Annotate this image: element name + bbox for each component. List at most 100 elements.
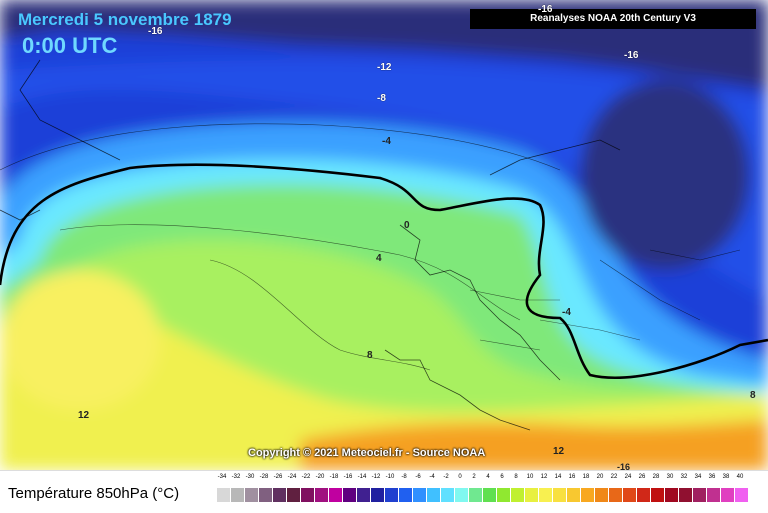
legend-tick-label: -18 bbox=[329, 474, 339, 480]
legend-tick-label: 32 bbox=[680, 474, 688, 480]
legend-swatch bbox=[511, 488, 525, 502]
legend-swatch bbox=[343, 488, 357, 502]
legend-tick-label: 18 bbox=[582, 474, 590, 480]
isotherm-label: -4 bbox=[562, 307, 571, 318]
legend-swatch bbox=[259, 488, 273, 502]
legend-tick-label: -16 bbox=[343, 474, 353, 480]
legend-swatch bbox=[679, 488, 693, 502]
legend-swatch bbox=[609, 488, 623, 502]
legend-tick-label: -4 bbox=[429, 474, 435, 480]
legend-tick-label: 24 bbox=[624, 474, 632, 480]
legend-swatch bbox=[455, 488, 469, 502]
isotherm-label: -4 bbox=[382, 136, 391, 147]
legend-swatch bbox=[357, 488, 371, 502]
orange-region bbox=[300, 420, 768, 470]
data-source-label: Reanalyses NOAA 20th Century V3 bbox=[470, 9, 756, 29]
legend-tick-label: -34 bbox=[217, 474, 227, 480]
legend-tick-label: -30 bbox=[245, 474, 255, 480]
isotherm-label: -16 bbox=[538, 4, 553, 15]
legend-tick-label: -32 bbox=[231, 474, 241, 480]
legend-tick-label: 26 bbox=[638, 474, 646, 480]
legend-tick-label: 8 bbox=[514, 474, 518, 480]
legend-swatch bbox=[329, 488, 343, 502]
isotherm-8 bbox=[209, 259, 431, 371]
isotherm-label: 12 bbox=[553, 446, 565, 457]
legend-swatch bbox=[637, 488, 651, 502]
legend-tick-label: 28 bbox=[652, 474, 660, 480]
legend-swatch bbox=[707, 488, 721, 502]
isotherm-minus-4 bbox=[0, 123, 561, 171]
legend-tick-label: 20 bbox=[596, 474, 604, 480]
legend-tick-label: 40 bbox=[736, 474, 744, 480]
legend-tick-label: -24 bbox=[287, 474, 297, 480]
legend-tick-label: -6 bbox=[415, 474, 421, 480]
legend-swatch bbox=[693, 488, 707, 502]
legend-tick-label: -22 bbox=[301, 474, 311, 480]
legend-tick-label: -8 bbox=[401, 474, 407, 480]
legend-swatch bbox=[287, 488, 301, 502]
isotherm-label: -8 bbox=[377, 93, 386, 104]
legend-swatch bbox=[217, 488, 231, 502]
legend-tick-label: 22 bbox=[610, 474, 618, 480]
legend-swatch bbox=[371, 488, 385, 502]
isotherm-label: 12 bbox=[78, 410, 90, 421]
legend-swatch bbox=[595, 488, 609, 502]
legend-swatch bbox=[385, 488, 399, 502]
legend-swatch bbox=[441, 488, 455, 502]
legend-tick-label: -26 bbox=[273, 474, 283, 480]
map-title: Mercredi 5 novembre 1879 bbox=[18, 10, 232, 29]
legend-tick-label: 12 bbox=[540, 474, 548, 480]
legend-tick-label: 10 bbox=[526, 474, 534, 480]
legend-swatch bbox=[399, 488, 413, 502]
cold-band bbox=[0, 60, 768, 300]
legend-scale bbox=[217, 488, 749, 502]
legend-swatch bbox=[721, 488, 735, 502]
isotherm-label: -16 bbox=[148, 26, 163, 37]
legend-swatch bbox=[315, 488, 329, 502]
isotherm-label: 4 bbox=[376, 253, 382, 264]
legend-tick-label: -20 bbox=[315, 474, 325, 480]
isotherm-label: -16 bbox=[624, 50, 639, 61]
legend-swatch bbox=[483, 488, 497, 502]
legend-swatch bbox=[539, 488, 553, 502]
isotherm-label: -12 bbox=[377, 62, 392, 73]
legend-tick-label: -10 bbox=[385, 474, 395, 480]
legend-swatch bbox=[301, 488, 315, 502]
isotherm-label: 8 bbox=[367, 350, 373, 361]
borders bbox=[469, 249, 741, 351]
isotherm-label: 8 bbox=[750, 390, 756, 401]
legend-tick-label: -14 bbox=[357, 474, 367, 480]
legend-tick-label: 6 bbox=[500, 474, 504, 480]
legend-swatch bbox=[525, 488, 539, 502]
legend-swatch bbox=[623, 488, 637, 502]
legend-title: Température 850hPa (°C) bbox=[8, 485, 180, 502]
legend-swatch bbox=[553, 488, 567, 502]
legend-tick-label: 38 bbox=[722, 474, 730, 480]
legend-tick-label: 4 bbox=[486, 474, 490, 480]
legend-swatch bbox=[245, 488, 259, 502]
legend-tick-label: 16 bbox=[568, 474, 576, 480]
legend-swatch bbox=[581, 488, 595, 502]
color-legend: Température 850hPa (°C) -34 -32 -30 -28 -26-… bbox=[0, 470, 768, 513]
copyright-notice: Copyright © 2021 Meteociel.fr - Source N… bbox=[248, 447, 486, 459]
legend-swatch bbox=[469, 488, 483, 502]
legend-swatch bbox=[413, 488, 427, 502]
legend-swatch bbox=[735, 488, 749, 502]
legend-tick-label: 2 bbox=[472, 474, 476, 480]
map-time: 0:00 UTC bbox=[22, 33, 118, 58]
legend-tick-label: -28 bbox=[259, 474, 269, 480]
legend-swatch bbox=[497, 488, 511, 502]
legend-swatch bbox=[231, 488, 245, 502]
legend-swatch bbox=[273, 488, 287, 502]
legend-swatch bbox=[427, 488, 441, 502]
western-warm-core bbox=[0, 270, 160, 410]
isotherm-label: 0 bbox=[404, 220, 410, 231]
legend-tick-label: 14 bbox=[554, 474, 562, 480]
legend-ticks: -34 -32 -30 -28 -26 -24 -22 -20 -18 -16 -14 -12 -10-… bbox=[215, 474, 747, 480]
temperature-map bbox=[0, 0, 768, 470]
zero-isotherm bbox=[0, 163, 768, 379]
legend-swatch bbox=[665, 488, 679, 502]
coastline bbox=[0, 59, 621, 431]
legend-swatch bbox=[567, 488, 581, 502]
